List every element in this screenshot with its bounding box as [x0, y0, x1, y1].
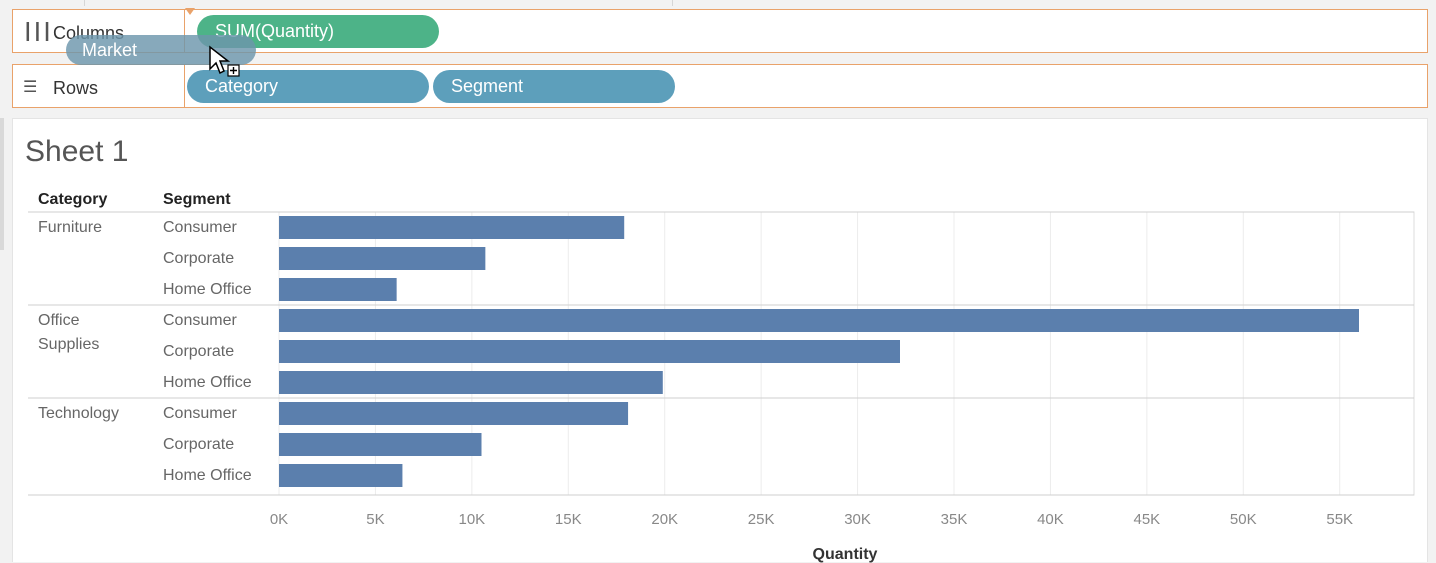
- category-label: Office: [38, 312, 80, 329]
- rows-shelf[interactable]: ☰ Rows Category Segment: [12, 64, 1428, 108]
- x-tick-label: 40K: [1037, 511, 1064, 528]
- segment-label: Corporate: [163, 343, 234, 360]
- segment-label: Corporate: [163, 250, 234, 267]
- segment-label: Consumer: [163, 312, 237, 329]
- category-label: Furniture: [38, 219, 102, 236]
- rows-pill-category[interactable]: Category: [187, 70, 429, 103]
- panel-edge: [0, 118, 4, 250]
- bar: [279, 371, 663, 394]
- sheet-title: Sheet 1: [25, 135, 129, 168]
- bar: [279, 464, 403, 487]
- x-tick-label: 25K: [748, 511, 775, 528]
- rows-pill-segment[interactable]: Segment: [433, 70, 675, 103]
- segment-label: Home Office: [163, 467, 252, 484]
- x-tick-label: 15K: [555, 511, 582, 528]
- x-tick-label: 35K: [941, 511, 968, 528]
- header-segment: Segment: [163, 191, 231, 208]
- sheet-view: Sheet 1 Category Segment 0K 5K 10K 15K 20K 25…: [12, 118, 1428, 563]
- rows-shelf-label-area: ☰ Rows: [13, 65, 185, 107]
- rows-icon: ☰: [23, 77, 38, 96]
- bar: [279, 216, 625, 239]
- x-tick-label: 0K: [270, 511, 288, 528]
- segment-label: Home Office: [163, 374, 252, 391]
- header-category: Category: [38, 191, 108, 208]
- x-tick-label: 45K: [1134, 511, 1161, 528]
- segment-label: Consumer: [163, 219, 237, 236]
- bar: [279, 247, 486, 270]
- divider: [672, 0, 673, 6]
- bar: [279, 433, 482, 456]
- divider: [84, 0, 85, 6]
- segment-label: Home Office: [163, 281, 252, 298]
- top-strip: [0, 0, 1436, 10]
- columns-icon: ┃┃┃: [23, 22, 52, 41]
- bar: [279, 278, 397, 301]
- x-tick-label: 10K: [459, 511, 486, 528]
- rows-shelf-label: Rows: [53, 78, 99, 98]
- drag-cursor-icon: [209, 45, 240, 77]
- x-tick-label: 30K: [844, 511, 871, 528]
- category-label: Technology: [38, 405, 119, 422]
- bar: [279, 309, 1359, 332]
- segment-label: Consumer: [163, 405, 237, 422]
- category-label: Supplies: [38, 336, 99, 353]
- bar-chart: 0K 5K 10K 15K 20K 25K 30K 35K 40K 45K 50K 55K Furnit…: [28, 211, 1415, 563]
- columns-shelf[interactable]: ┃┃┃ Columns SUM(Quantity): [12, 9, 1428, 53]
- drop-indicator: [185, 8, 195, 15]
- x-tick-label: 50K: [1230, 511, 1257, 528]
- x-tick-label: 20K: [651, 511, 678, 528]
- bar: [279, 340, 900, 363]
- bar: [279, 402, 629, 425]
- x-tick-label: 55K: [1326, 511, 1353, 528]
- x-axis-title: Quantity: [813, 546, 878, 563]
- segment-label: Corporate: [163, 436, 234, 453]
- x-tick-label: 5K: [366, 511, 384, 528]
